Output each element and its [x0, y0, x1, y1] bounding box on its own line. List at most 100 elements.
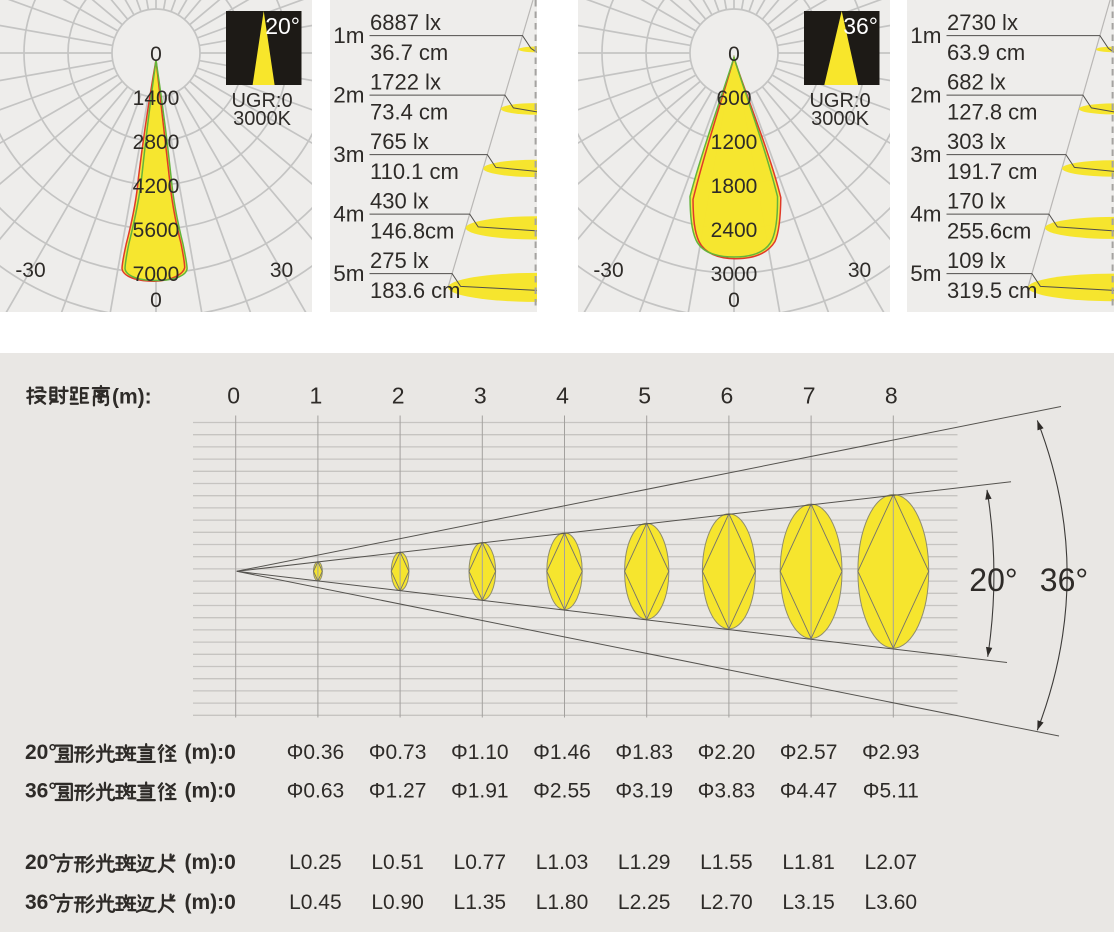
svg-text:L3.60: L3.60 — [865, 891, 918, 914]
svg-text:-30: -30 — [593, 259, 623, 282]
svg-text:1722 lx: 1722 lx — [370, 70, 441, 95]
svg-text:682 lx: 682 lx — [947, 70, 1006, 95]
svg-text:36.7 cm: 36.7 cm — [370, 40, 448, 65]
svg-text:20°: 20° — [265, 13, 300, 39]
svg-text:Φ1.27: Φ1.27 — [369, 779, 427, 802]
svg-text:110.1 cm: 110.1 cm — [370, 159, 459, 184]
svg-text:183.6 cm: 183.6 cm — [370, 278, 461, 303]
svg-text:3000K: 3000K — [233, 108, 291, 130]
svg-text:L0.51: L0.51 — [371, 851, 424, 874]
svg-text:63.9 cm: 63.9 cm — [947, 40, 1025, 65]
svg-text:1m: 1m — [333, 23, 364, 48]
svg-text:275 lx: 275 lx — [370, 248, 429, 273]
svg-text:146.8cm: 146.8cm — [370, 218, 454, 243]
svg-text:Φ2.57: Φ2.57 — [780, 741, 838, 764]
svg-text:-30: -30 — [15, 259, 45, 282]
svg-text:4m: 4m — [333, 202, 364, 227]
svg-text:430 lx: 430 lx — [370, 189, 429, 214]
svg-text:109 lx: 109 lx — [947, 248, 1006, 273]
svg-text:319.5 cm: 319.5 cm — [947, 278, 1038, 303]
svg-text:3: 3 — [474, 382, 487, 408]
svg-text:L0.77: L0.77 — [454, 851, 507, 874]
svg-text:3000: 3000 — [711, 263, 758, 286]
svg-text:6: 6 — [721, 382, 734, 408]
svg-text:0: 0 — [150, 43, 162, 66]
svg-text:255.6cm: 255.6cm — [947, 218, 1031, 243]
svg-text:5: 5 — [638, 382, 651, 408]
svg-text:8: 8 — [885, 382, 898, 408]
svg-text:3000K: 3000K — [811, 108, 869, 130]
svg-text:36°: 36° — [25, 891, 57, 914]
svg-text:(m):0: (m):0 — [185, 741, 236, 764]
svg-text:(m):0: (m):0 — [185, 851, 236, 874]
svg-text:1800: 1800 — [711, 175, 758, 198]
svg-text:UGR:0: UGR:0 — [231, 90, 292, 112]
svg-text:2m: 2m — [910, 83, 941, 108]
svg-text:Φ2.55: Φ2.55 — [533, 779, 591, 802]
svg-text:Φ5.11: Φ5.11 — [863, 779, 919, 802]
svg-text:Φ3.19: Φ3.19 — [615, 779, 673, 802]
svg-text:5m: 5m — [910, 261, 941, 286]
svg-text:73.4 cm: 73.4 cm — [370, 99, 448, 124]
svg-text:Φ1.91: Φ1.91 — [451, 779, 509, 802]
svg-text:5m: 5m — [333, 261, 364, 286]
svg-text:5600: 5600 — [133, 219, 180, 242]
svg-text:127.8 cm: 127.8 cm — [947, 99, 1038, 124]
svg-text:Φ4.47: Φ4.47 — [780, 779, 838, 802]
svg-text:2800: 2800 — [133, 131, 180, 154]
svg-text:170 lx: 170 lx — [947, 189, 1006, 214]
svg-text:L0.25: L0.25 — [289, 851, 342, 874]
svg-text:L3.15: L3.15 — [782, 891, 835, 914]
svg-text:Φ1.10: Φ1.10 — [451, 741, 509, 764]
svg-text:4: 4 — [556, 382, 569, 408]
svg-text:2m: 2m — [333, 83, 364, 108]
svg-text:L0.90: L0.90 — [371, 891, 424, 914]
svg-text:600: 600 — [717, 87, 752, 110]
svg-text:2730 lx: 2730 lx — [947, 10, 1018, 35]
svg-text:3m: 3m — [333, 142, 364, 167]
svg-text:L0.45: L0.45 — [289, 891, 342, 914]
svg-text:L1.55: L1.55 — [700, 851, 753, 874]
svg-text:36°: 36° — [25, 779, 57, 802]
svg-text:36°: 36° — [1040, 562, 1088, 598]
svg-text:20°: 20° — [969, 562, 1017, 598]
svg-text:L1.80: L1.80 — [536, 891, 589, 914]
svg-text:L1.81: L1.81 — [782, 851, 835, 874]
svg-text:303 lx: 303 lx — [947, 129, 1006, 154]
svg-text:Φ0.36: Φ0.36 — [287, 741, 345, 764]
svg-text:L2.70: L2.70 — [700, 891, 753, 914]
svg-text:Φ2.93: Φ2.93 — [862, 741, 920, 764]
svg-text:0: 0 — [227, 382, 240, 408]
svg-text:6887 lx: 6887 lx — [370, 10, 441, 35]
svg-text:20°: 20° — [25, 851, 57, 874]
svg-text:0: 0 — [728, 289, 740, 312]
svg-text:L1.35: L1.35 — [454, 891, 507, 914]
svg-text:1m: 1m — [910, 23, 941, 48]
svg-text:Φ2.20: Φ2.20 — [698, 741, 756, 764]
svg-text:1400: 1400 — [133, 87, 180, 110]
svg-text:Φ0.73: Φ0.73 — [369, 741, 427, 764]
svg-text:2400: 2400 — [711, 219, 758, 242]
svg-text:0: 0 — [150, 289, 162, 312]
svg-text:L1.03: L1.03 — [536, 851, 589, 874]
svg-text:7: 7 — [803, 382, 816, 408]
svg-text:4200: 4200 — [133, 175, 180, 198]
svg-text:L2.07: L2.07 — [865, 851, 918, 874]
svg-text:4m: 4m — [910, 202, 941, 227]
svg-text:Φ3.83: Φ3.83 — [698, 779, 756, 802]
svg-text:36°: 36° — [843, 13, 878, 39]
svg-text:7000: 7000 — [133, 263, 180, 286]
svg-text:UGR:0: UGR:0 — [810, 90, 871, 112]
svg-text:L1.29: L1.29 — [618, 851, 671, 874]
svg-text:30: 30 — [270, 259, 293, 282]
svg-text:30: 30 — [848, 259, 871, 282]
svg-text:(m):0: (m):0 — [185, 779, 236, 802]
svg-text:Φ0.63: Φ0.63 — [287, 779, 345, 802]
svg-text:3m: 3m — [910, 142, 941, 167]
svg-text:1200: 1200 — [711, 131, 758, 154]
svg-text:2: 2 — [392, 382, 405, 408]
svg-text:Φ1.83: Φ1.83 — [615, 741, 673, 764]
svg-text:L2.25: L2.25 — [618, 891, 671, 914]
svg-text:(m):: (m): — [112, 385, 152, 408]
svg-text:0: 0 — [728, 43, 740, 66]
